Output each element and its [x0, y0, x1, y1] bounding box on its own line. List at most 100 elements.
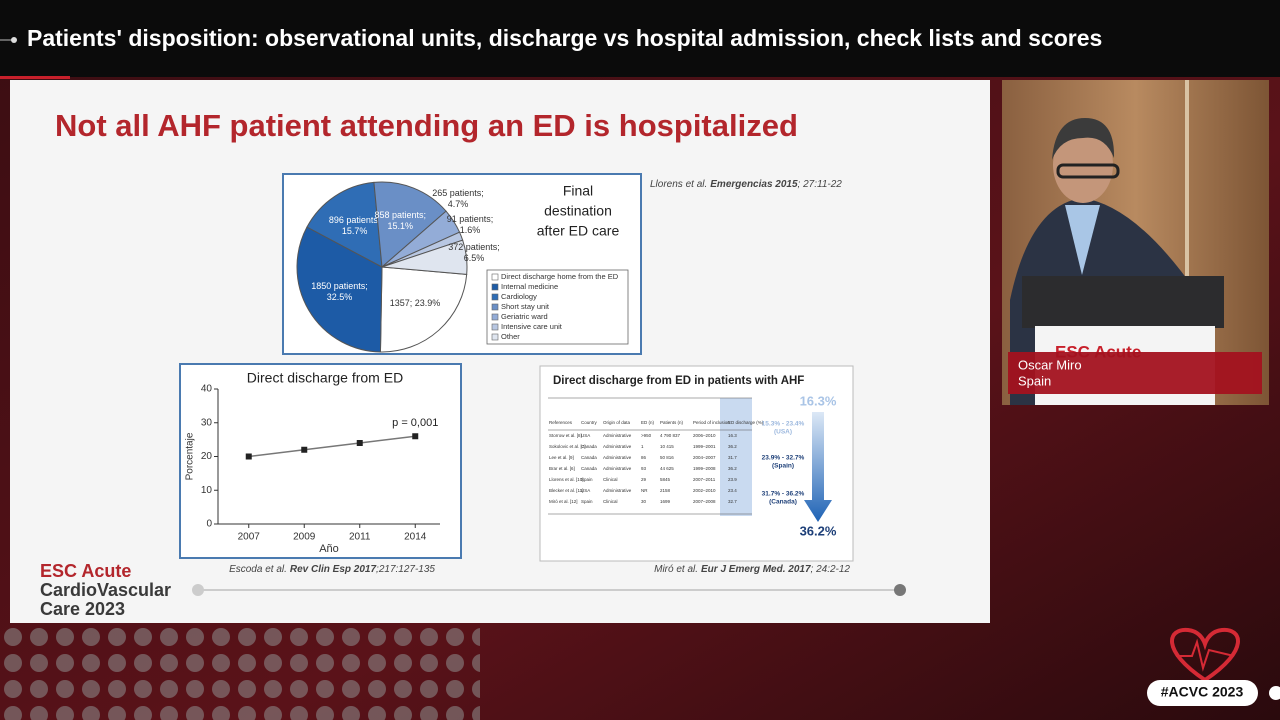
- pie-label: 858 patients;: [374, 210, 426, 220]
- table-cell: 36.2: [728, 466, 737, 471]
- table-cell: 23.9: [728, 477, 737, 482]
- pie-slice: [381, 239, 468, 275]
- table-cell: 50 816: [660, 455, 674, 460]
- citation-authors: Llorens et al.: [650, 179, 707, 190]
- logo-line: Care 2023: [40, 599, 125, 619]
- pie-label: 6.5%: [464, 253, 485, 263]
- x-tick-label: 2009: [293, 532, 316, 543]
- line-point: [412, 433, 419, 440]
- range-label: 23.9% - 32.7%: [762, 455, 805, 462]
- table-cell: USA: [581, 488, 590, 493]
- table-cell: Administrative: [603, 488, 632, 493]
- speaker-country: Spain: [1018, 373, 1051, 388]
- speaker-glasses: [1056, 163, 1120, 179]
- pie-title: destination: [544, 203, 612, 219]
- x-tick-label: 2011: [349, 532, 371, 543]
- citation-ref: ;217:127-135: [376, 564, 435, 575]
- legend-label: Direct discharge home from the ED: [501, 272, 619, 281]
- table-header: Patients (n): [660, 420, 684, 425]
- citation-authors: Miró et al.: [654, 564, 698, 575]
- pie-slice: [306, 181, 383, 268]
- legend-swatch: [491, 313, 499, 321]
- table-cell: 1999–2001: [693, 444, 716, 449]
- pie-slice: [296, 226, 383, 353]
- citation-authors: Escoda et al.: [229, 564, 287, 575]
- table-cell: 1699: [660, 499, 671, 504]
- range-label: (Canada): [769, 499, 797, 506]
- citation: Miró et al. Eur J Emerg Med. 2017; 24:2-1…: [654, 564, 850, 575]
- bar-dot: [11, 37, 17, 43]
- table-cell: Sokolovic et al. [7]: [549, 444, 586, 449]
- citation-ref: ; 24:2-12: [811, 564, 851, 575]
- table-cell: Storrow et al. [8]: [549, 433, 582, 438]
- legend-swatch: [491, 283, 499, 291]
- table-cell: 10 415: [660, 444, 674, 449]
- table-cell: 1: [641, 444, 644, 449]
- citation-ref: ; 27:11-22: [798, 179, 843, 190]
- table-cell: Administrative: [603, 444, 632, 449]
- table-header: Origin of data: [603, 420, 631, 425]
- table-cell: Clinical: [603, 477, 618, 482]
- table-cell: 2158: [660, 488, 671, 493]
- table-cell: 93: [641, 466, 647, 471]
- pie-label: 15.1%: [387, 221, 413, 231]
- table-cell: 44 625: [660, 466, 674, 471]
- hashtag: #ACVC 2023: [1161, 684, 1244, 700]
- wall-seam: [1185, 80, 1189, 405]
- bar-accent: [0, 76, 70, 79]
- table-cell: 2002–2010: [693, 488, 716, 493]
- y-tick-label: 20: [201, 451, 213, 462]
- table-cell: 5845: [660, 477, 671, 482]
- table-cell: 2006–2010: [693, 433, 716, 438]
- table-cell: 2004–2007: [693, 455, 716, 460]
- y-tick-label: 0: [206, 519, 212, 530]
- line-panel: [179, 363, 462, 559]
- table-highlight: [720, 398, 752, 516]
- event-logo-pulse: [1176, 638, 1235, 672]
- table-cell: 30: [641, 499, 647, 504]
- logo-line: ESC Acute: [40, 561, 131, 581]
- speaker-shirt: [1065, 205, 1100, 275]
- pie-label: 32.5%: [327, 292, 353, 302]
- table-header: References: [549, 420, 573, 425]
- legend-label: Geriatric ward: [501, 312, 548, 321]
- pie-label: 896 patients;: [329, 215, 381, 225]
- line-title: Direct discharge from ED: [247, 370, 403, 386]
- table-cell: Clinical: [603, 499, 618, 504]
- legend-swatch: [491, 323, 499, 331]
- line-series: [248, 435, 416, 458]
- citation: Escoda et al. Rev Clin Esp 2017;217:127-1…: [229, 564, 435, 575]
- top-value: 16.3%: [800, 393, 837, 408]
- legend-label: Short stay unit: [501, 302, 550, 311]
- progress-end: [894, 584, 906, 596]
- range-label: 15.3% - 23.4%: [762, 421, 805, 428]
- progress-start: [192, 584, 204, 596]
- pie-label: 1357; 23.9%: [390, 298, 441, 308]
- citation-journal: Emergencias 2015: [710, 179, 798, 190]
- legend-swatch: [491, 303, 499, 311]
- pie-label: 4.7%: [448, 199, 469, 209]
- table-title: Direct discharge from ED in patients wit…: [553, 375, 804, 387]
- table-cell: 1999–2008: [693, 466, 716, 471]
- pie-label: 91 patients;: [447, 214, 494, 224]
- range-label: (USA): [774, 429, 792, 436]
- legend-label: Other: [501, 332, 520, 341]
- session-title: Patients' disposition: observational uni…: [27, 25, 1102, 51]
- table-cell: Administrative: [603, 455, 632, 460]
- table-cell: Spain: [581, 477, 593, 482]
- top-bar: [0, 0, 1280, 77]
- table-header: Period of inclusion: [693, 420, 730, 425]
- y-tick-label: 40: [201, 384, 213, 395]
- annotation: p = 0,001: [392, 417, 438, 429]
- pie-title: Final: [563, 183, 593, 199]
- citation: Llorens et al. Emergencias 2015; 27:11-22: [650, 179, 842, 190]
- table-header: ED (n): [641, 420, 655, 425]
- pie-label: 15.7%: [342, 226, 368, 236]
- table-cell: Canada: [581, 466, 597, 471]
- table-cell: Lee et al. [9]: [549, 455, 574, 460]
- table-cell: Blecker et al. [11]: [549, 488, 583, 493]
- pie-title: after ED care: [537, 223, 620, 239]
- pie-label: 372 patients;: [448, 242, 500, 252]
- logo-line: CardioVascular: [40, 580, 171, 600]
- table-cell: Brar et al. [6]: [549, 466, 575, 471]
